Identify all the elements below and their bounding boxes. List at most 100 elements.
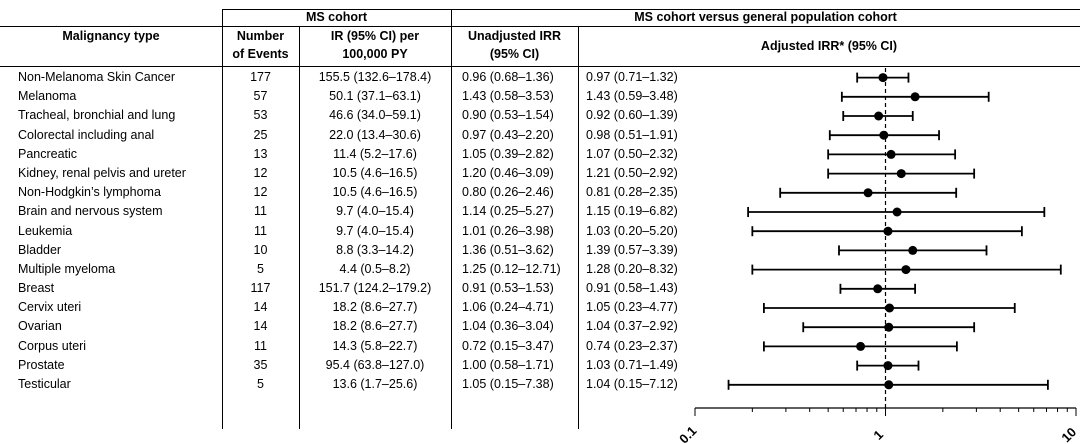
point-estimate bbox=[883, 226, 893, 236]
cell-unadjusted-irr: 1.25 (0.12–12.71) bbox=[462, 261, 561, 276]
point-estimate bbox=[878, 73, 888, 83]
cell-ir: 9.7 (4.0–15.4) bbox=[336, 204, 414, 219]
cell-events: 10 bbox=[253, 242, 268, 257]
point-estimate bbox=[901, 265, 911, 275]
cell-malignancy-type: Brain and nervous system bbox=[18, 204, 163, 219]
point-estimate bbox=[874, 111, 884, 121]
cell-malignancy-type: Kidney, renal pelvis and ureter bbox=[18, 165, 186, 180]
cell-malignancy-type: Corpus uteri bbox=[18, 338, 87, 353]
cell-malignancy-type: Colorectal including anal bbox=[18, 127, 155, 142]
cell-malignancy-type: Ovarian bbox=[18, 319, 62, 334]
header-events-1: Number bbox=[236, 29, 285, 43]
cell-unadjusted-irr: 0.96 (0.68–1.36) bbox=[462, 70, 554, 84]
cell-malignancy-type: Bladder bbox=[18, 242, 62, 257]
cell-unadjusted-irr: 1.05 (0.15–7.38) bbox=[462, 377, 554, 391]
cell-events: 5 bbox=[257, 377, 264, 391]
point-estimate bbox=[886, 149, 896, 159]
cell-malignancy-type: Leukemia bbox=[18, 223, 73, 238]
point-estimate bbox=[896, 169, 906, 179]
cell-adjusted-irr: 1.28 (0.20–8.32) bbox=[586, 261, 678, 276]
table-row: Prostate 35 95.4 (63.8–127.0) 1.00 (0.58–1.… bbox=[0, 356, 700, 375]
cell-malignancy-type: Breast bbox=[18, 281, 55, 296]
header-events-2: of Events bbox=[232, 47, 289, 61]
cell-ir: 151.7 (124.2–179.2) bbox=[318, 281, 432, 296]
cell-ir: 95.4 (63.8–127.0) bbox=[325, 357, 425, 372]
point-estimate bbox=[884, 380, 894, 390]
x-tick-label: 1 bbox=[870, 427, 886, 443]
cell-adjusted-irr: 1.43 (0.59–3.48) bbox=[586, 89, 678, 104]
cell-adjusted-irr: 1.07 (0.50–2.32) bbox=[586, 146, 678, 161]
table-row: Ovarian 14 18.2 (8.6–27.7) 1.04 (0.36–3.04)… bbox=[0, 317, 700, 336]
table-row: Testicular 5 13.6 (1.7–25.6) 1.05 (0.15–7.3… bbox=[0, 375, 700, 394]
cell-adjusted-irr: 1.15 (0.19–6.82) bbox=[586, 204, 678, 219]
cell-unadjusted-irr: 1.05 (0.39–2.82) bbox=[462, 146, 554, 161]
table-row: Pancreatic 13 11.4 (5.2–17.6) 1.05 (0.39–2.… bbox=[0, 145, 700, 164]
cell-events: 12 bbox=[253, 185, 268, 200]
cell-adjusted-irr: 1.05 (0.23–4.77) bbox=[586, 300, 678, 315]
cell-ir: 4.4 (0.5–8.2) bbox=[339, 261, 411, 276]
point-estimate bbox=[885, 303, 895, 313]
table-row: Colorectal including anal 25 22.0 (13.4–30… bbox=[0, 126, 700, 145]
cell-malignancy-type: Cervix uteri bbox=[18, 300, 82, 315]
cell-ir: 11.4 (5.2–17.6) bbox=[333, 146, 417, 161]
table-row: Brain and nervous system 11 9.7 (4.0–15.4)… bbox=[0, 202, 700, 221]
cell-events: 11 bbox=[254, 223, 267, 238]
cell-events: 12 bbox=[253, 165, 268, 180]
header-adjusted: Adjusted IRR* (95% CI) bbox=[760, 39, 898, 53]
header-ms-cohort: MS cohort bbox=[305, 10, 368, 24]
cell-adjusted-irr: 1.39 (0.57–3.39) bbox=[586, 242, 678, 257]
cell-unadjusted-irr: 0.72 (0.15–3.47) bbox=[462, 338, 554, 353]
table-row: Tracheal, bronchial and lung 53 46.6 (34.0… bbox=[0, 106, 700, 125]
cell-events: 13 bbox=[253, 146, 268, 161]
table-row: Non-Hodgkin’s lymphoma 12 10.5 (4.6–16.5) 0… bbox=[0, 183, 700, 202]
cell-unadjusted-irr: 1.36 (0.51–3.62) bbox=[462, 242, 554, 257]
cell-malignancy-type: Prostate bbox=[18, 357, 65, 372]
cell-malignancy-type: Testicular bbox=[18, 377, 71, 391]
cell-ir: 22.0 (13.4–30.6) bbox=[329, 127, 421, 142]
point-estimate bbox=[910, 92, 920, 102]
cell-adjusted-irr: 0.92 (0.60–1.39) bbox=[586, 108, 678, 123]
cell-adjusted-irr: 0.91 (0.58–1.43) bbox=[586, 281, 678, 296]
cell-ir: 10.5 (4.6–16.5) bbox=[332, 165, 418, 180]
table-row: Melanoma 57 50.1 (37.1–63.1) 1.43 (0.58–3.5… bbox=[0, 87, 700, 106]
point-estimate bbox=[892, 207, 902, 217]
table-row: Cervix uteri 14 18.2 (8.6–27.7) 1.06 (0.24–… bbox=[0, 298, 700, 317]
x-tick-label: 0.1 bbox=[676, 423, 699, 444]
cell-events: 35 bbox=[253, 357, 268, 372]
point-estimate bbox=[879, 130, 889, 140]
table-row: Leukemia 11 9.7 (4.0–15.4) 1.01 (0.26–3.98)… bbox=[0, 222, 700, 241]
cell-events: 53 bbox=[253, 108, 268, 123]
cell-adjusted-irr: 0.98 (0.51–1.91) bbox=[586, 127, 678, 142]
table-row: Non-Melanoma Skin Cancer 177 155.5 (132.6–… bbox=[0, 68, 700, 87]
cell-malignancy-type: Melanoma bbox=[18, 89, 77, 104]
cell-adjusted-irr: 1.04 (0.37–2.92) bbox=[586, 319, 678, 334]
cell-adjusted-irr: 1.21 (0.50–2.92) bbox=[586, 165, 678, 180]
cell-events: 57 bbox=[253, 89, 268, 104]
header-top-line bbox=[222, 9, 1080, 10]
cell-events: 25 bbox=[253, 127, 268, 142]
point-estimate bbox=[856, 341, 866, 351]
cell-malignancy-type: Tracheal, bronchial and lung bbox=[18, 108, 176, 123]
cell-events: 14 bbox=[253, 319, 268, 334]
cell-events: 5 bbox=[257, 261, 264, 276]
x-tick-label: 10 bbox=[1058, 424, 1079, 444]
cell-unadjusted-irr: 1.01 (0.26–3.98) bbox=[462, 223, 554, 238]
table-body: Non-Melanoma Skin Cancer 177 155.5 (132.6–… bbox=[0, 68, 700, 394]
cell-unadjusted-irr: 1.00 (0.58–1.71) bbox=[462, 357, 554, 372]
cell-ir: 9.7 (4.0–15.4) bbox=[336, 223, 414, 238]
cell-events: 177 bbox=[250, 70, 271, 84]
cell-ir: 14.3 (5.8–22.7) bbox=[332, 338, 418, 353]
cell-ir: 18.2 (8.6–27.7) bbox=[332, 319, 418, 334]
table-row: Breast 117 151.7 (124.2–179.2) 0.91 (0.53–1… bbox=[0, 279, 700, 298]
cell-ir: 18.2 (8.6–27.7) bbox=[332, 300, 418, 315]
header-group-line bbox=[0, 26, 1080, 27]
cell-malignancy-type: Non-Hodgkin’s lymphoma bbox=[18, 185, 161, 200]
cell-unadjusted-irr: 1.04 (0.36–3.04) bbox=[462, 319, 554, 334]
point-estimate bbox=[873, 284, 883, 294]
cell-adjusted-irr: 0.97 (0.71–1.32) bbox=[586, 70, 678, 84]
header-ir-1: IR (95% CI) per bbox=[330, 29, 420, 43]
header-ir-2: 100,000 PY bbox=[342, 47, 408, 61]
header-bottom-line bbox=[0, 66, 1080, 67]
table-row: Kidney, renal pelvis and ureter 12 10.5 (4… bbox=[0, 164, 700, 183]
